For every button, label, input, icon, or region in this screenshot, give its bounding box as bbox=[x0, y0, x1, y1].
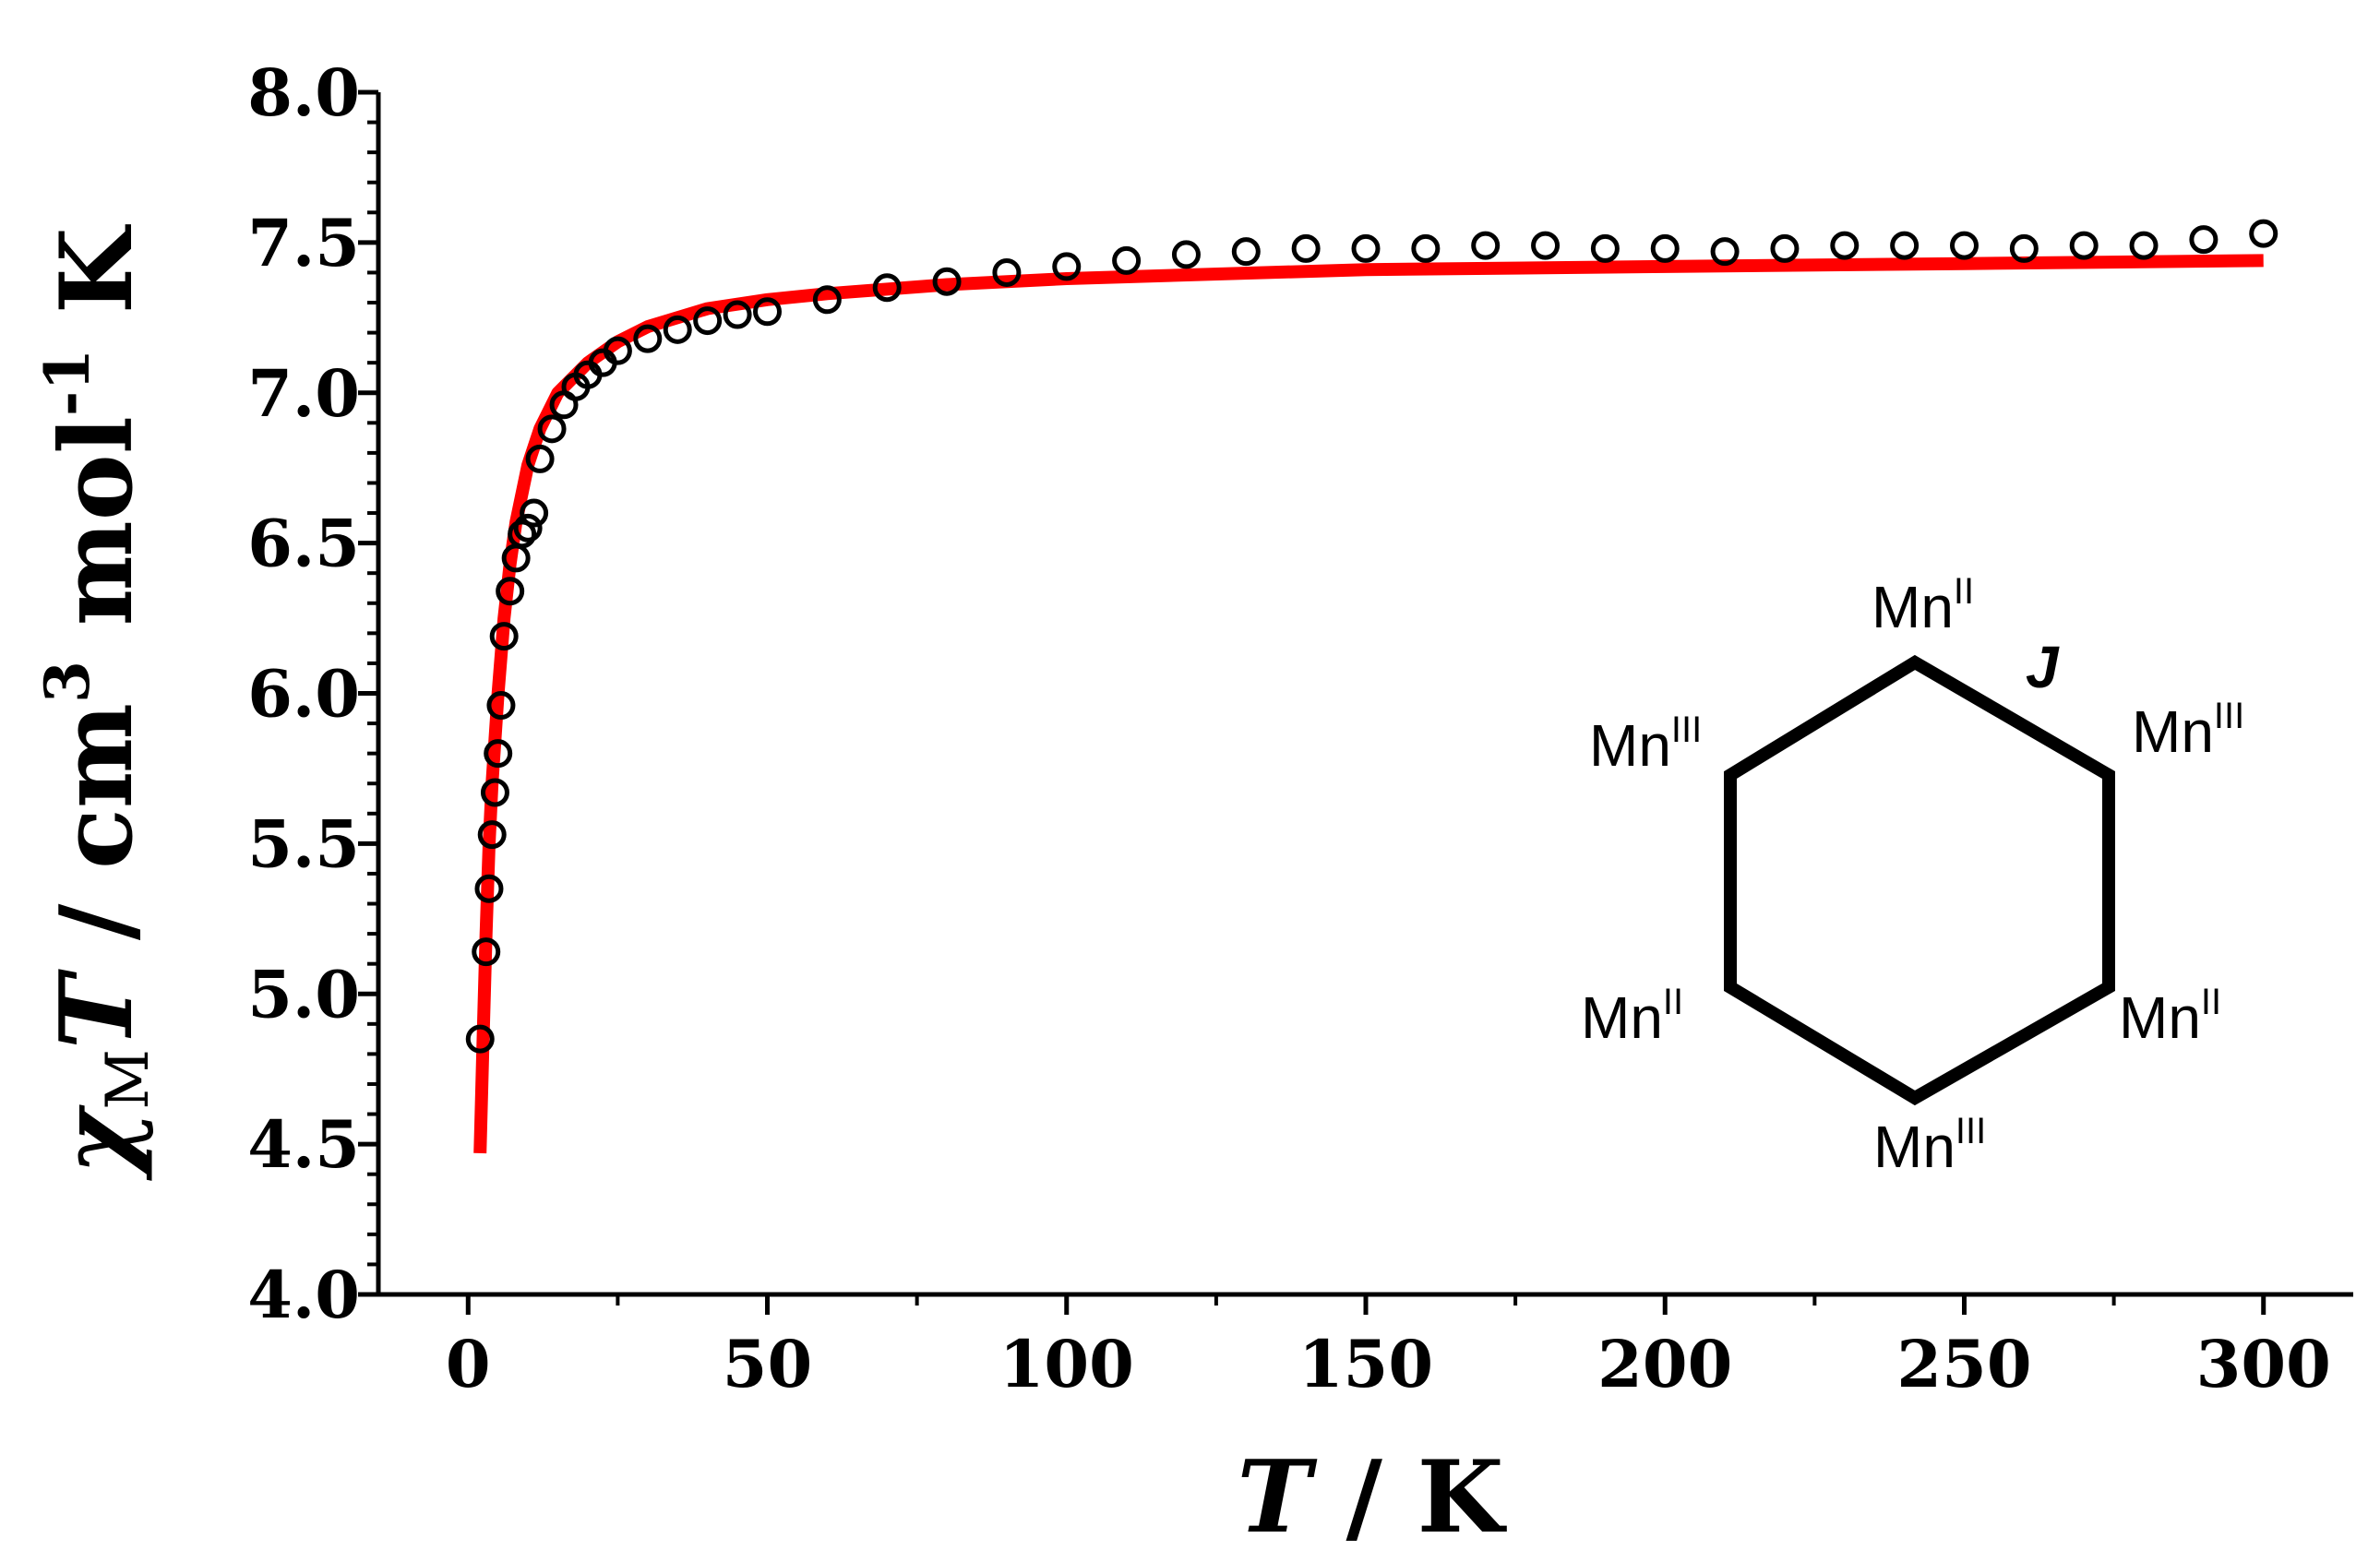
data-point bbox=[633, 324, 663, 353]
data-point bbox=[477, 820, 507, 850]
x-tick-label: 200 bbox=[1597, 1326, 1732, 1402]
data-point bbox=[472, 937, 501, 967]
data-point bbox=[1531, 231, 1561, 260]
node-label-bottom-right: MnII bbox=[2119, 982, 2221, 1051]
x-tick-label: 50 bbox=[723, 1326, 812, 1402]
data-point bbox=[2129, 231, 2159, 260]
data-point bbox=[486, 691, 516, 721]
data-point bbox=[1052, 252, 1082, 281]
data-point bbox=[723, 300, 752, 329]
data-point bbox=[1351, 233, 1381, 263]
data-point bbox=[537, 414, 567, 444]
x-tick-label: 250 bbox=[1896, 1326, 2031, 1402]
x-axis-ticks: 0 50 100 150 200 250 300 bbox=[446, 1294, 2331, 1402]
data-point bbox=[1231, 237, 1261, 267]
data-point bbox=[932, 267, 962, 296]
y-tick-label: 6.0 bbox=[247, 656, 360, 733]
node-label-top-left: MnIII bbox=[1589, 709, 1702, 779]
data-point bbox=[2069, 231, 2099, 260]
data-point bbox=[753, 297, 783, 327]
data-point bbox=[1291, 233, 1321, 263]
data-point bbox=[525, 444, 555, 473]
data-point bbox=[480, 778, 509, 807]
data-point bbox=[465, 1024, 495, 1054]
data-point bbox=[693, 306, 723, 336]
node-label-top: MnII bbox=[1872, 571, 1974, 640]
y-tick-label: 7.0 bbox=[247, 355, 360, 432]
y-axis-title: χMT / cm3 mol-1 K bbox=[31, 223, 162, 1181]
y-tick-label: 5.5 bbox=[247, 805, 360, 882]
x-axis-title: T / K bbox=[1238, 1439, 1508, 1556]
y-tick-label: 4.0 bbox=[247, 1257, 360, 1333]
x-tick-label: 150 bbox=[1298, 1326, 1433, 1402]
data-point bbox=[484, 739, 513, 769]
y-tick-label: 6.5 bbox=[247, 506, 360, 582]
data-point bbox=[1112, 245, 1142, 275]
fit-curve-layer bbox=[473, 254, 2264, 1154]
data-point bbox=[2249, 219, 2278, 248]
data-point bbox=[474, 874, 504, 903]
fit-curve bbox=[473, 254, 2264, 1154]
data-point bbox=[496, 577, 525, 606]
y-tick-label: 7.5 bbox=[247, 205, 360, 281]
y-axis-ticks: 4.0 4.5 5.0 5.5 6.0 6.5 7.0 7.5 8.0 bbox=[247, 54, 378, 1333]
data-point bbox=[1830, 231, 1860, 260]
hexagon-inset: J MnII MnIII MnII MnIII MnII MnIII bbox=[1581, 571, 2244, 1180]
hexagon-ring bbox=[1724, 654, 2115, 1106]
node-label-top-right: MnIII bbox=[2132, 696, 2244, 765]
data-point bbox=[1890, 231, 1920, 260]
data-point bbox=[1710, 237, 1740, 267]
data-point bbox=[2009, 233, 2039, 263]
data-point bbox=[489, 622, 519, 651]
data-point bbox=[1171, 240, 1201, 269]
data-point bbox=[2189, 225, 2219, 255]
x-tick-label: 0 bbox=[446, 1326, 491, 1402]
y-tick-label: 5.0 bbox=[247, 956, 360, 1032]
x-tick-label: 300 bbox=[2196, 1326, 2331, 1402]
data-point bbox=[1650, 233, 1680, 263]
coupling-constant-label: J bbox=[2026, 634, 2060, 700]
data-point bbox=[872, 273, 902, 303]
data-point bbox=[812, 285, 842, 315]
data-point bbox=[513, 513, 543, 543]
data-points-layer bbox=[465, 219, 2278, 1054]
data-point bbox=[992, 257, 1022, 287]
data-point bbox=[663, 315, 692, 344]
data-point bbox=[1471, 231, 1501, 260]
data-point bbox=[520, 498, 549, 528]
node-label-bottom-left: MnII bbox=[1581, 982, 1683, 1051]
data-point bbox=[508, 519, 537, 549]
data-point bbox=[1949, 231, 1979, 260]
data-point bbox=[1770, 233, 1800, 263]
data-point bbox=[1590, 233, 1620, 263]
data-point bbox=[1411, 233, 1441, 263]
node-label-bottom: MnIII bbox=[1873, 1111, 1986, 1180]
y-tick-label: 8.0 bbox=[247, 54, 360, 131]
data-point bbox=[603, 336, 632, 365]
x-tick-label: 100 bbox=[999, 1326, 1134, 1402]
y-tick-label: 4.5 bbox=[247, 1106, 360, 1183]
